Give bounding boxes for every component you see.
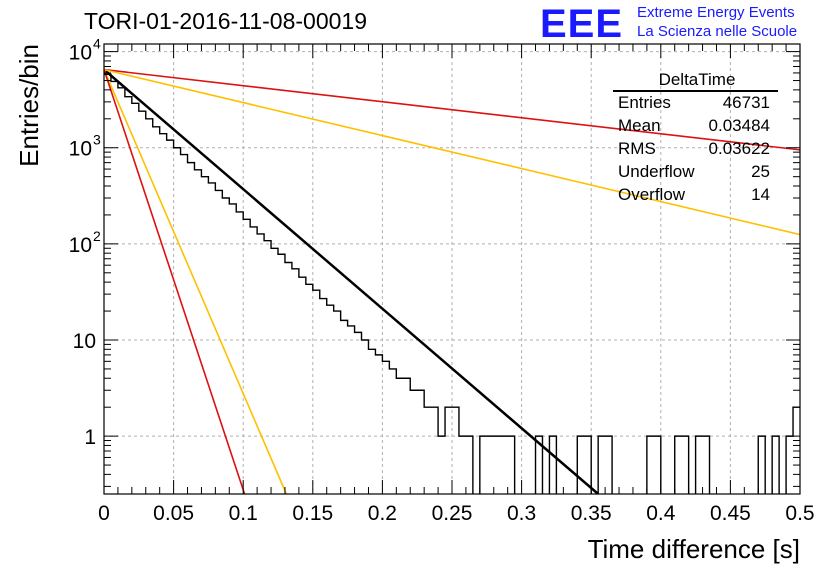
histogram-step xyxy=(104,73,800,494)
x-tick-label: 0.45 xyxy=(710,502,751,525)
eee-logo: EEE xyxy=(540,2,624,46)
stats-label: Underflow xyxy=(618,162,695,181)
stats-box-title: DeltaTime xyxy=(658,70,736,89)
stats-value: 14 xyxy=(751,185,770,204)
x-axis-title: Time difference [s] xyxy=(588,534,800,564)
stats-value: 46731 xyxy=(722,93,770,112)
x-tick-label: 0.05 xyxy=(153,502,194,525)
stats-row-entries: Entries 46731 xyxy=(618,93,770,113)
x-tick-label: 0.2 xyxy=(368,502,397,525)
fit-line xyxy=(104,68,599,494)
fit-line xyxy=(104,68,800,151)
stats-value: 0.03484 xyxy=(708,116,770,135)
y-tick-label: 1 xyxy=(84,426,96,449)
y-tick-exponent: 3 xyxy=(93,132,101,148)
x-tick-label: 0.25 xyxy=(432,502,473,525)
y-tick-label: 10 xyxy=(69,138,92,161)
stats-label: Entries xyxy=(618,93,671,112)
stats-row-rms: RMS 0.03622 xyxy=(618,139,770,159)
chart-title: TORI-01-2016-11-08-00019 xyxy=(84,8,367,34)
stats-value: 0.03622 xyxy=(708,139,770,158)
x-tick-label: 0.5 xyxy=(785,502,814,525)
fit-line xyxy=(104,69,288,494)
fit-line xyxy=(104,69,246,494)
x-tick-label: 0.1 xyxy=(229,502,258,525)
logo-line-2: La Scienza nelle Scuole xyxy=(637,23,798,40)
stats-row-underflow: Underflow 25 xyxy=(618,162,770,182)
fit-line xyxy=(104,68,800,236)
x-tick-label: 0.15 xyxy=(292,502,333,525)
x-tick-label: 0.35 xyxy=(571,502,612,525)
y-tick-exponent: 2 xyxy=(93,228,101,244)
stats-label: RMS xyxy=(618,139,656,158)
x-tick-label: 0 xyxy=(98,502,110,525)
stats-row-mean: Mean 0.03484 xyxy=(618,116,770,136)
y-tick-label: 10 xyxy=(69,234,92,257)
y-tick-label: 10 xyxy=(69,42,92,65)
logo-line-1: Extreme Energy Events xyxy=(637,4,795,21)
y-axis-title: Entries/bin xyxy=(14,44,44,167)
stats-box-underline xyxy=(613,90,778,92)
y-tick-label: 10 xyxy=(73,330,96,353)
stats-label: Overflow xyxy=(618,185,686,204)
stats-value: 25 xyxy=(751,162,770,181)
x-tick-label: 0.3 xyxy=(507,502,536,525)
x-tick-label: 0.4 xyxy=(646,502,676,525)
stats-row-overflow: Overflow 14 xyxy=(618,185,770,205)
stats-label: Mean xyxy=(618,116,661,135)
y-tick-exponent: 4 xyxy=(93,36,101,52)
